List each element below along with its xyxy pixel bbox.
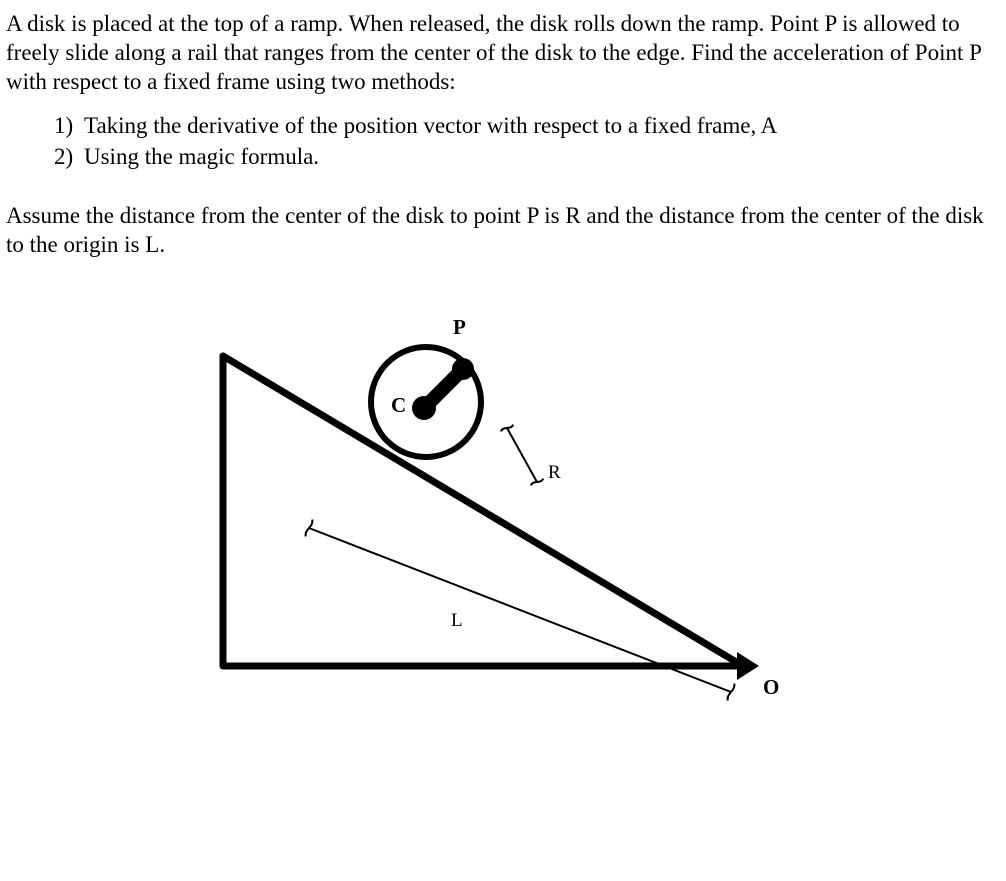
figure-container: P C R L O xyxy=(6,296,1000,726)
svg-text:L: L xyxy=(451,610,463,631)
list-number-1: 1) xyxy=(54,110,84,141)
paragraph-assume: Assume the distance from the center of t… xyxy=(6,202,1000,260)
svg-text:R: R xyxy=(548,462,561,483)
problem-page: A disk is placed at the top of a ramp. W… xyxy=(0,0,1006,881)
svg-text:O: O xyxy=(763,675,779,699)
list-text-2: Using the magic formula. xyxy=(84,141,319,172)
svg-text:C: C xyxy=(391,393,406,417)
list-number-2: 2) xyxy=(54,141,84,172)
paragraph-intro: A disk is placed at the top of a ramp. W… xyxy=(6,10,1000,96)
ramp-disk-figure: P C R L O xyxy=(183,296,823,726)
list-item-1: 1) Taking the derivative of the position… xyxy=(54,110,1000,141)
svg-text:P: P xyxy=(453,315,466,339)
list-item-2: 2) Using the magic formula. xyxy=(54,141,1000,172)
list-text-1: Taking the derivative of the position ve… xyxy=(84,110,777,141)
method-list: 1) Taking the derivative of the position… xyxy=(6,110,1000,172)
